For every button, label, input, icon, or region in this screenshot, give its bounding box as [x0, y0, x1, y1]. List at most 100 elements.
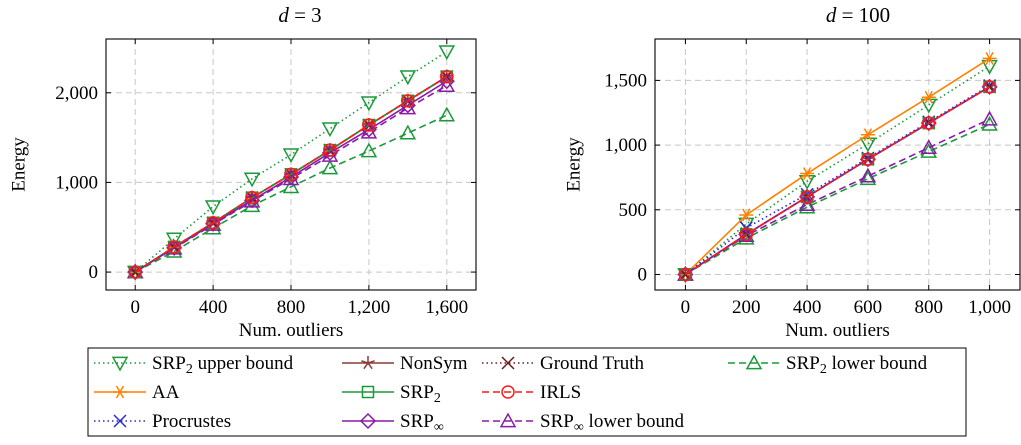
point-irls [861, 152, 875, 167]
point-srp2_lb [243, 197, 261, 213]
x-tick-label: 1,000 [968, 297, 1011, 318]
legend-label-main: NonSym [400, 353, 468, 374]
y-tick-label: 0 [638, 264, 648, 285]
legend-label-main: SRP [786, 353, 820, 374]
point-srp2_ub [165, 232, 183, 248]
legend-label: AA [152, 382, 180, 403]
series-line-srp2_ub [134, 50, 448, 273]
legend-entry-aa: AA [94, 382, 180, 403]
point-srpinf [243, 192, 261, 209]
legend-marker [745, 354, 763, 370]
chart-d100: 0 200 400 600 800 1,000 0 500 1,000 1,500 d = 100 N… [563, 3, 1021, 341]
point-srpinf [205, 215, 222, 232]
legend-entry-srp2: SRP2 [342, 382, 441, 406]
legend-marker [113, 414, 127, 428]
legend-label-sub: 2 [186, 362, 193, 377]
legend-marker [361, 385, 375, 399]
y-tick-label: 500 [619, 200, 648, 221]
legend-entry-srp2_lb: SRP2 lower bound [728, 353, 928, 377]
plot-frame [654, 38, 1021, 291]
series-line-irls [134, 75, 448, 273]
point-irls [206, 216, 220, 230]
point-srp2_ub [798, 174, 816, 190]
legend-marker [359, 412, 377, 430]
point-irls [739, 227, 753, 242]
point-aa [860, 128, 875, 142]
legend-entry-gt: Ground Truth [482, 353, 644, 374]
point-irls [128, 265, 142, 279]
point-srp2_ub [243, 172, 261, 188]
point-srpinf_lb [981, 110, 998, 126]
chart-title-rest: = 3 [289, 3, 322, 27]
series-line-irls [684, 86, 990, 276]
point-srpinf [166, 239, 183, 256]
point-irls [323, 143, 337, 157]
point-srp2_ub [399, 70, 417, 86]
point-aa [982, 51, 997, 65]
y-tick-label: 1,000 [55, 172, 98, 193]
legend-label-main: IRLS [540, 382, 581, 403]
legend-label: Procrustes [152, 411, 231, 432]
series-line-srpinf_lb [684, 118, 990, 276]
legend-marker [501, 356, 515, 370]
legend-label-main: Ground Truth [540, 353, 644, 374]
legend-label-sub: 2 [820, 362, 827, 377]
point-srp2_ub [204, 200, 222, 216]
x-tick-label: 0 [130, 297, 140, 318]
series-line-srp2_lb [685, 123, 990, 276]
x-tick-label: 1,600 [425, 297, 468, 318]
y-axis-label: Energy [563, 137, 584, 192]
series-line-procrustes [684, 84, 990, 276]
point-srpinf [321, 144, 339, 161]
legend-label-suffix: lower bound [827, 353, 928, 374]
point-irls [982, 80, 997, 94]
x-axis-label: Num. outliers [239, 320, 344, 341]
legend-label-main: SRP [400, 382, 434, 403]
legend-label: SRP∞ [400, 411, 444, 435]
legend-entry-srp2_ub: SRP2 upper bound [94, 353, 294, 377]
legend-label-sub: ∞ [434, 420, 444, 435]
legend-label: IRLS [540, 382, 581, 403]
point-srp2_lb [981, 115, 998, 131]
y-axis-label: Energy [8, 137, 29, 192]
y-tick-label: 2,000 [55, 83, 98, 104]
point-srpinf [360, 121, 377, 138]
y-tick-label: 1,000 [604, 135, 647, 156]
legend-marker [113, 385, 127, 399]
x-tick-label: 400 [793, 297, 822, 318]
legend-marker [499, 412, 517, 428]
legend-label-main: AA [152, 382, 180, 403]
legend-label: SRP2 [400, 382, 441, 406]
point-srp2_ub [321, 122, 339, 138]
point-srp2_ub [920, 98, 938, 114]
series-line-srpinf [684, 86, 990, 276]
legend-label: SRP2 upper bound [152, 353, 294, 377]
series-line-srp2 [684, 86, 990, 276]
legend-label-main: SRP [152, 353, 186, 374]
point-srp2_ub [859, 137, 877, 153]
chart-title-var: d [278, 3, 289, 27]
series-line-aa [684, 57, 991, 276]
point-irls [922, 116, 936, 130]
legend-label-suffix: upper bound [193, 353, 294, 374]
series-group [677, 51, 998, 284]
point-srpinf [981, 78, 998, 95]
point-srp2_lb [282, 178, 300, 194]
chart-title-var: d [826, 3, 837, 27]
point-irls [800, 190, 814, 204]
legend-entry-nonsym: NonSym [342, 353, 468, 374]
legend-marker [361, 356, 375, 370]
x-tick-label: 0 [681, 297, 691, 318]
point-irls [678, 267, 693, 282]
series-line-srp2_lb [134, 114, 448, 273]
legend-label: Ground Truth [540, 353, 644, 374]
point-aa [739, 208, 754, 222]
x-tick-label: 400 [199, 297, 228, 318]
chart-title: d = 100 [826, 3, 890, 27]
x-tick-label: 800 [915, 297, 944, 318]
point-srpinf_lb [859, 167, 877, 183]
point-irls [284, 167, 298, 182]
point-srpinf_lb [798, 196, 816, 211]
